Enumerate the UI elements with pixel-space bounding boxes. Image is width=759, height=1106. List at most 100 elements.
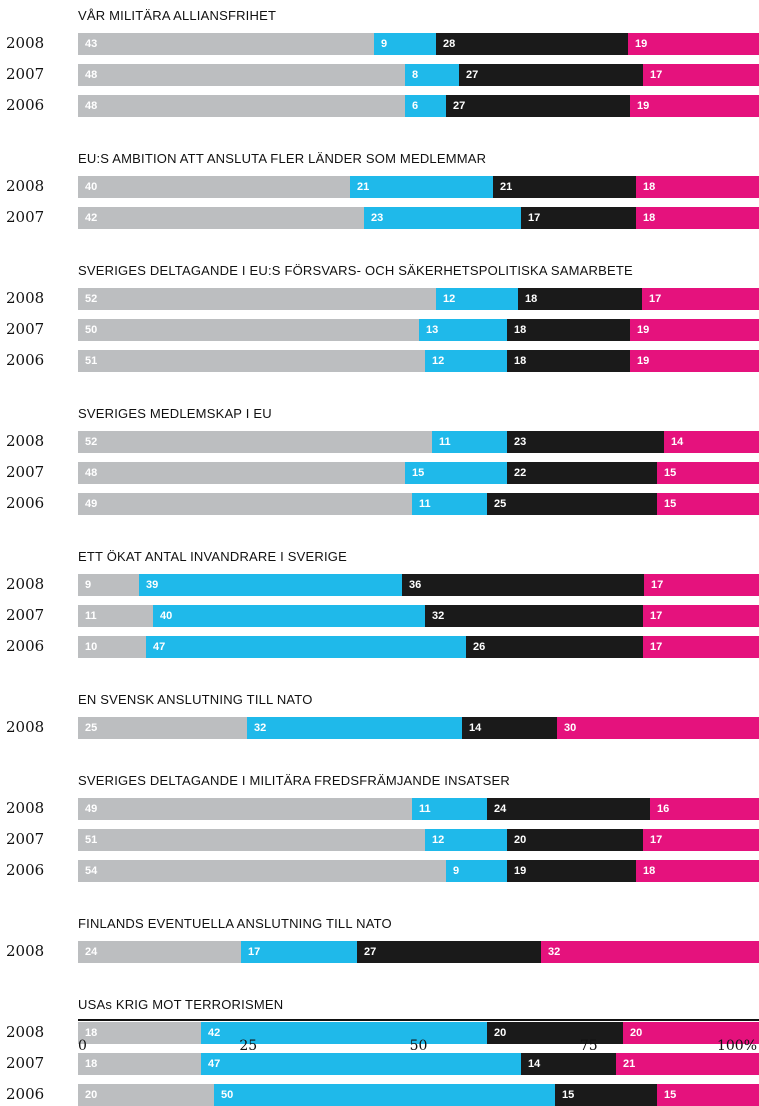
bar-segment (153, 605, 425, 627)
bar-segment (201, 1022, 487, 1044)
bar-row: 49 11 24 16 (78, 798, 759, 820)
bar-segment (78, 860, 446, 882)
data-label: 17 (650, 610, 663, 622)
bar-segment (350, 176, 493, 198)
bar-segment (518, 288, 642, 310)
bar-segment (630, 319, 759, 341)
bar-segment (241, 941, 357, 963)
data-label: 17 (651, 579, 664, 591)
data-label: 6 (412, 100, 419, 112)
data-label: 40 (160, 610, 173, 622)
bar-row: 54 9 19 18 (78, 860, 759, 882)
bar-segment (78, 288, 436, 310)
data-label: 18 (643, 212, 656, 224)
bar-segment (412, 798, 487, 820)
bar-row: 43 9 28 19 (78, 33, 759, 55)
data-label: 14 (528, 1058, 541, 1070)
data-label: 40 (85, 181, 98, 193)
year-label: 2007 (6, 65, 45, 83)
group-title: SVERIGES MEDLEMSKAP I EU (78, 406, 272, 421)
data-label: 32 (432, 610, 445, 622)
year-label: 2006 (6, 637, 45, 655)
bar-segment (78, 1022, 201, 1044)
group-title: ETT ÖKAT ANTAL INVANDRARE I SVERIGE (78, 549, 347, 564)
data-label: 28 (443, 38, 456, 50)
bar-segment (419, 319, 507, 341)
year-label: 2006 (6, 494, 45, 512)
x-tick-label: 50 (409, 1038, 428, 1054)
year-label: 2008 (6, 718, 45, 736)
year-label: 2008 (6, 942, 45, 960)
data-label: 9 (453, 865, 460, 877)
bar-segment (425, 350, 507, 372)
bar-segment (405, 462, 507, 484)
data-label: 27 (364, 946, 377, 958)
bar-segment (357, 941, 541, 963)
data-label: 15 (664, 467, 677, 479)
bar-segment (487, 1022, 623, 1044)
data-label: 43 (85, 38, 98, 50)
bar-segment (657, 462, 759, 484)
data-label: 18 (525, 293, 538, 305)
bar-segment (78, 431, 432, 453)
data-label: 21 (357, 181, 370, 193)
bar-segment (78, 64, 405, 86)
bar-segment (78, 319, 419, 341)
year-label: 2006 (6, 96, 45, 114)
bar-row: 51 12 20 17 (78, 829, 759, 851)
bar-segment (643, 829, 759, 851)
bar-segment (405, 95, 446, 117)
bar-segment (436, 288, 518, 310)
data-label: 18 (514, 324, 527, 336)
group-title: EU:S AMBITION ATT ANSLUTA FLER LÄNDER SO… (78, 151, 487, 166)
data-label: 54 (85, 865, 98, 877)
data-label: 17 (650, 69, 663, 81)
bar-segment (78, 941, 241, 963)
data-label: 11 (419, 498, 431, 510)
x-tick-label: 75 (579, 1038, 598, 1054)
bar-row: 52 11 23 14 (78, 431, 759, 453)
data-label: 48 (85, 100, 98, 112)
bar-segment (521, 207, 636, 229)
bar-segment (78, 605, 153, 627)
data-label: 47 (208, 1058, 221, 1070)
data-label: 50 (85, 324, 98, 336)
bar-segment (636, 860, 759, 882)
bar-segment (425, 605, 643, 627)
data-label: 9 (381, 38, 388, 50)
bar-segment (642, 288, 759, 310)
bar-segment (636, 176, 759, 198)
year-label: 2008 (6, 799, 45, 817)
year-label: 2008 (6, 34, 45, 52)
data-label: 51 (85, 355, 98, 367)
bar-segment (657, 493, 759, 515)
bar-row: 24 17 27 32 (78, 941, 759, 963)
bar-segment (507, 860, 636, 882)
bar-segment (78, 1084, 214, 1106)
bar-segment (146, 636, 466, 658)
bar-segment (446, 95, 630, 117)
bar-row: 18 42 20 20 (78, 1022, 759, 1044)
data-label: 32 (254, 722, 267, 734)
data-label: 49 (85, 498, 98, 510)
data-label: 18 (85, 1027, 98, 1039)
bar-segment (78, 574, 139, 596)
data-label: 21 (623, 1058, 636, 1070)
x-tick-label: 25 (239, 1038, 258, 1054)
year-label: 2007 (6, 208, 45, 226)
data-label: 17 (248, 946, 261, 958)
data-label: 39 (146, 579, 159, 591)
year-label: 2008 (6, 1023, 45, 1041)
bar-segment (487, 798, 650, 820)
group-title: SVERIGES DELTAGANDE I EU:S FÖRSVARS- OCH… (78, 263, 633, 278)
year-label: 2008 (6, 289, 45, 307)
x-axis-line (78, 1019, 759, 1021)
data-label: 18 (85, 1058, 98, 1070)
bar-segment (487, 493, 657, 515)
data-label: 11 (419, 803, 431, 815)
bar-segment (664, 431, 759, 453)
data-label: 27 (453, 100, 466, 112)
bar-segment (644, 574, 759, 596)
bar-row: 49 11 25 15 (78, 493, 759, 515)
data-label: 42 (208, 1027, 221, 1039)
